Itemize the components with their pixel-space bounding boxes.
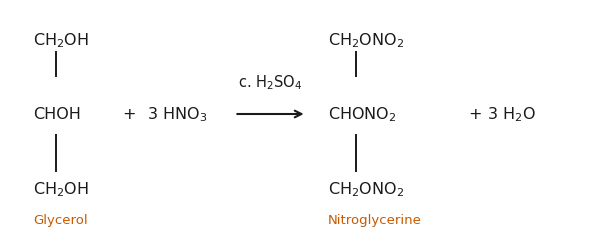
Text: c. H$_2$SO$_4$: c. H$_2$SO$_4$ — [238, 73, 303, 92]
Text: CHOH: CHOH — [33, 107, 81, 122]
Text: CH$_2$OH: CH$_2$OH — [33, 180, 89, 198]
Text: CH$_2$ONO$_2$: CH$_2$ONO$_2$ — [328, 31, 404, 49]
Text: 3 HNO$_3$: 3 HNO$_3$ — [147, 105, 207, 124]
Text: 3 H$_2$O: 3 H$_2$O — [487, 105, 535, 124]
Text: CH$_2$ONO$_2$: CH$_2$ONO$_2$ — [328, 180, 404, 198]
Text: Nitroglycerine: Nitroglycerine — [328, 213, 421, 226]
Text: +: + — [468, 107, 481, 122]
Text: +: + — [123, 107, 136, 122]
Text: Glycerol: Glycerol — [33, 213, 88, 226]
Text: CHONO$_2$: CHONO$_2$ — [328, 105, 396, 124]
Text: CH$_2$OH: CH$_2$OH — [33, 31, 89, 49]
